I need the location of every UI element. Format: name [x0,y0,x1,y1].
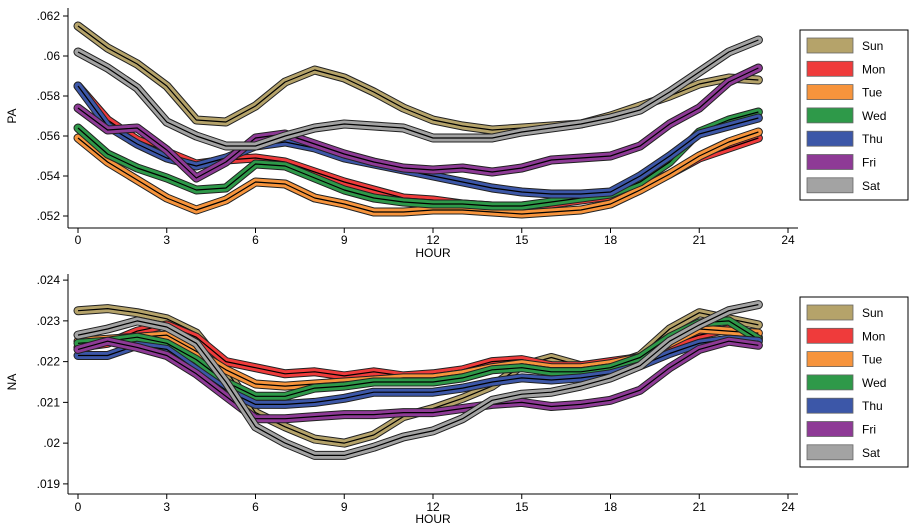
series-tue [73,127,763,219]
legend-swatch [806,397,854,414]
series-line [77,320,759,397]
legend-swatch [806,84,854,100]
chart-panel-na: .019 .02 .021 .022 .023 .024 0 3 6 9 12 15 18 21 24 HOU… [5,273,909,526]
legend-item-tue: Tue [806,84,883,100]
x-tick-label: 6 [252,500,259,514]
series-line [77,131,759,215]
legend-item-thu: Thu [806,397,883,414]
series-line [77,25,759,131]
series-wed [73,316,763,401]
x-tick-label: 9 [341,500,348,514]
legend-swatch [806,304,854,321]
legend-label: Tue [862,353,883,367]
legend-swatch [806,351,854,368]
series-line [77,67,759,179]
series-fri [73,336,763,424]
legend-item-wed: Wed [806,107,886,124]
series-sat [73,300,763,460]
x-tick-label: 9 [341,233,348,247]
y-axis-label: PA [5,108,19,123]
x-tick-label: 3 [163,233,170,247]
y-tick-label: .058 [37,89,61,103]
legend-swatch [806,327,854,344]
legend-label: Tue [862,86,883,100]
legend-label: Mon [862,329,885,343]
x-tick-label: 12 [426,500,440,514]
series-fri [73,63,763,183]
legend-item-fri: Fri [806,154,876,170]
chart-panel-pa: .052 .054 .056 .058 .06 .062 0 3 6 9 12 15 18 21 24 HOU… [5,8,909,260]
legend-label: Sat [862,179,881,193]
series-line [77,304,759,456]
y-tick-label: .06 [43,49,60,63]
legend: Sun Mon Tue Wed Thu Fri Sat [799,29,909,201]
x-tick-label: 15 [515,233,529,247]
legend-swatch [806,154,854,170]
x-axis-label: HOUR [415,512,451,526]
legend: Sun Mon Tue Wed Thu Fri Sat [799,296,909,468]
legend-label: Thu [862,132,883,146]
legend-item-wed: Wed [806,374,886,391]
x-tick-label: 3 [163,500,170,514]
legend-label: Wed [862,376,886,390]
series-line [77,111,759,207]
x-tick-label: 21 [693,233,707,247]
x-tick-label: 0 [75,500,82,514]
series-line [77,340,759,420]
legend-item-sun: Sun [806,37,883,54]
legend-swatch [806,37,854,54]
legend-item-fri: Fri [806,421,876,437]
legend-label: Sat [862,446,881,460]
y-axis-label: NA [5,374,19,391]
y-tick-label: .062 [37,9,61,23]
legend-swatch [806,107,854,124]
legend-item-sat: Sat [806,444,881,461]
x-tick-label: 18 [604,500,618,514]
x-tick-label: 18 [604,233,618,247]
y-tick-label: .052 [37,209,61,223]
legend-label: Sun [862,39,883,53]
series-sun [73,21,763,135]
y-tick-label: .056 [37,129,61,143]
legend-swatch [806,421,854,437]
y-tick-label: .023 [37,314,61,328]
legend-label: Sun [862,306,883,320]
x-tick-label: 12 [426,233,440,247]
series-sat [73,35,763,151]
x-tick-label: 15 [515,500,529,514]
legend-swatch [806,374,854,391]
y-tick-label: .024 [37,273,61,287]
legend-item-sun: Sun [806,304,883,321]
y-tick-label: .054 [37,169,61,183]
legend-swatch [806,60,854,77]
y-tick-label: .022 [37,355,61,369]
legend-label: Wed [862,109,886,123]
series-line [77,39,759,147]
legend-item-tue: Tue [806,351,883,368]
legend-swatch [806,130,854,147]
legend-swatch [806,177,854,194]
x-tick-label: 24 [781,233,795,247]
y-tick-label: .02 [43,436,60,450]
legend-item-thu: Thu [806,130,883,147]
x-tick-label: 0 [75,233,82,247]
legend-item-mon: Mon [806,60,885,77]
y-tick-label: .021 [37,395,61,409]
legend-item-sat: Sat [806,177,881,194]
x-axis-label: HOUR [415,246,451,260]
legend-label: Mon [862,62,885,76]
x-tick-label: 6 [252,233,259,247]
x-tick-label: 24 [781,500,795,514]
legend-label: Fri [862,156,876,170]
y-tick-label: .019 [37,477,61,491]
x-tick-label: 21 [693,500,707,514]
legend-swatch [806,444,854,461]
legend-item-mon: Mon [806,327,885,344]
legend-label: Fri [862,423,876,437]
series-wed [73,107,763,211]
legend-label: Thu [862,399,883,413]
